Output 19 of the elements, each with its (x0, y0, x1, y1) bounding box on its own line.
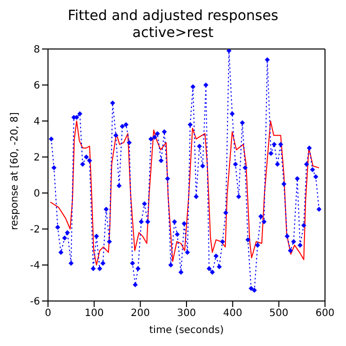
x-tick-label: 300 (176, 308, 196, 320)
y-tick-label: -4 (30, 260, 40, 272)
x-tick-label: 0 (44, 308, 52, 320)
y-tick-label: 0 (34, 188, 40, 200)
chart-subtitle: active>rest (131, 25, 215, 42)
y-tick-label: 2 (34, 152, 40, 164)
y-tick-label: 4 (34, 116, 40, 128)
y-tick-label: 6 (34, 80, 40, 92)
x-tick-label: 200 (130, 308, 150, 320)
x-tick-label: 600 (315, 308, 335, 320)
y-tick-label: -6 (30, 296, 40, 308)
chart-title: Fitted and adjusted responses (66, 8, 280, 25)
x-tick-label: 400 (223, 308, 242, 320)
y-tick-label: 8 (34, 44, 40, 56)
y-tick-label: -2 (30, 224, 40, 236)
x-axis-title: time (seconds) (149, 325, 224, 336)
x-tick-label: 500 (269, 308, 288, 320)
x-tick-label: 100 (84, 308, 104, 320)
y-axis-title: response at [60, -20, 8] (10, 112, 21, 230)
